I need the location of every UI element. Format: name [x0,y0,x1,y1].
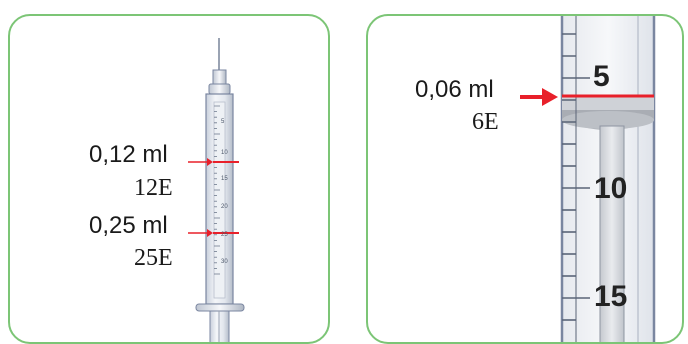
scale-label: 15 [221,176,228,182]
syringe-overview-panel: 5 10 15 20 25 30 0,12 ml 12E 0,25 ml 25E [8,14,330,344]
scale-label: 30 [221,259,228,265]
callout-units-6: 6E [472,109,499,135]
callout-volume-6: 0,06 ml [415,76,494,103]
scale-label: 25 [221,232,228,238]
arrow-6 [520,88,558,106]
barrel-ticks [214,105,220,275]
syringe-flange [195,303,245,312]
arrow-25 [188,229,213,237]
syringe-zoom-illustration [520,16,656,342]
arrow-12 [188,158,213,166]
zoom-scale-label: 5 [593,60,610,93]
scale-label: 5 [221,119,225,125]
zoom-scale-label: 10 [594,172,628,205]
zoom-scale-label: 15 [594,280,628,313]
callout-units-12: 12E [134,175,173,201]
plunger-stopper [562,96,654,110]
plunger-rod [599,125,625,342]
scale-label: 20 [221,204,228,210]
syringe-zoom-panel: 5 10 15 0,06 ml 6E [366,14,684,344]
callout-units-25: 25E [134,245,173,271]
scale-label: 10 [221,150,228,156]
callout-volume-12: 0,12 ml [89,141,168,168]
zoomed-ticks [562,16,590,342]
callout-volume-25: 0,25 ml [89,212,168,239]
syringe-illustration: 5 10 15 20 25 30 [188,38,245,342]
